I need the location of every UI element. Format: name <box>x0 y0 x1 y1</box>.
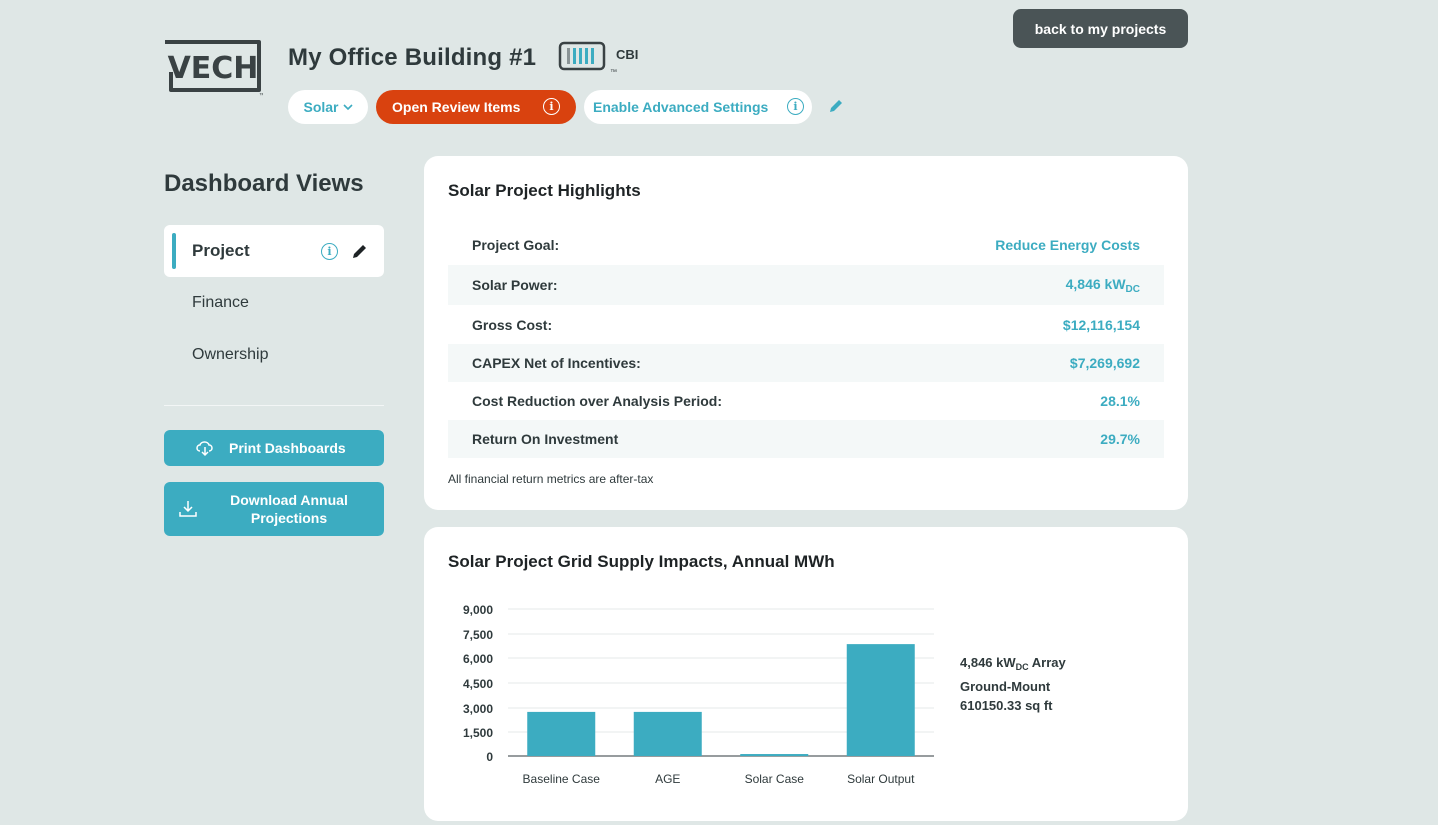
highlight-key: Project Goal: <box>472 237 560 253</box>
highlight-value-text: Reduce Energy Costs <box>995 237 1140 253</box>
bar[interactable] <box>740 754 809 757</box>
y-tick-label: 1,500 <box>463 726 493 740</box>
highlight-value: 4,846 kWDC <box>1066 276 1140 295</box>
dashboard-views-title: Dashboard Views <box>164 170 364 197</box>
back-to-projects-button[interactable]: back to my projects <box>1013 9 1188 48</box>
logo-text: VECH <box>168 51 259 86</box>
open-review-items-button[interactable]: Open Review Items i <box>376 90 576 124</box>
highlight-row: Return On Investment 29.7% <box>448 420 1164 458</box>
y-tick-label: 0 <box>486 750 493 764</box>
highlight-key: CAPEX Net of Incentives: <box>472 355 641 371</box>
highlight-row: Solar Power: 4,846 kWDC <box>448 265 1164 305</box>
info-icon[interactable]: i <box>321 243 338 260</box>
array-area: 610150.33 sq ft <box>960 698 1053 713</box>
cloud-download-icon <box>196 441 213 457</box>
x-category-label: AGE <box>655 772 680 786</box>
review-items-label: Open Review Items <box>392 99 521 115</box>
after-tax-footnote: All financial return metrics are after-t… <box>448 472 654 486</box>
bar[interactable] <box>527 711 596 756</box>
sidebar-divider <box>164 405 384 406</box>
bar[interactable] <box>846 644 915 756</box>
highlight-value-text: 29.7% <box>1100 431 1140 447</box>
svg-text:™: ™ <box>610 69 617 76</box>
grid-supply-card: Solar Project Grid Supply Impacts, Annua… <box>424 527 1188 821</box>
highlight-key: Gross Cost: <box>472 317 553 333</box>
y-tick-label: 4,500 <box>463 677 493 691</box>
sidebar-item-label: Project <box>192 241 250 260</box>
highlight-row: Gross Cost: $12,116,154 <box>448 306 1164 344</box>
x-category-label: Solar Output <box>847 772 915 786</box>
array-size-unit: DC <box>1015 662 1029 672</box>
sidebar-item-ownership[interactable]: Ownership <box>192 346 269 363</box>
y-tick-label: 7,500 <box>463 628 493 642</box>
sidebar-item-finance[interactable]: Finance <box>192 294 249 311</box>
highlight-key: Return On Investment <box>472 431 619 447</box>
highlight-key: Cost Reduction over Analysis Period: <box>472 393 722 409</box>
highlight-value-text: 4,846 kW <box>1065 275 1126 292</box>
edit-pencil-icon[interactable] <box>351 242 369 260</box>
download-projections-label: Download Annual Projections <box>230 492 348 526</box>
active-indicator <box>172 233 176 269</box>
download-icon <box>179 501 197 517</box>
highlight-value-text: $7,269,692 <box>1069 355 1140 371</box>
highlight-value: $7,269,692 <box>1070 355 1140 371</box>
sidebar-item-project[interactable]: Project i <box>164 225 384 277</box>
highlight-value: 28.1% <box>1100 393 1140 409</box>
highlight-value-text: $12,116,154 <box>1062 317 1140 333</box>
cbi-badge-icon: ™ <box>558 41 617 76</box>
array-info: 4,846 kWDC Array Ground-Mount 610150.33 … <box>960 653 1066 715</box>
array-size-suffix: Array <box>1031 655 1066 670</box>
highlights-title: Solar Project Highlights <box>448 181 641 200</box>
cbi-badge-text: CBI <box>616 47 639 62</box>
svg-text:™: ™ <box>259 92 263 98</box>
download-annual-projections-button[interactable]: Download Annual Projections <box>164 482 384 536</box>
enable-advanced-settings-button[interactable]: Enable Advanced Settings i <box>584 90 812 124</box>
highlight-value-text: 28.1% <box>1100 393 1140 409</box>
highlight-value: $12,116,154 <box>1063 317 1140 333</box>
highlight-row: CAPEX Net of Incentives: $7,269,692 <box>448 344 1164 382</box>
array-mount: Ground-Mount <box>960 679 1051 694</box>
project-title: My Office Building #1 <box>288 44 537 71</box>
array-size-value: 4,846 kW <box>960 655 1016 670</box>
x-category-label: Solar Case <box>745 772 805 786</box>
solar-dropdown-label: Solar <box>303 99 339 115</box>
advanced-settings-label: Enable Advanced Settings <box>593 99 769 115</box>
chevron-down-icon <box>342 104 353 111</box>
highlight-row: Cost Reduction over Analysis Period: 28.1… <box>448 382 1164 420</box>
print-dashboards-button[interactable]: Print Dashboards <box>164 430 384 466</box>
y-tick-label: 3,000 <box>463 702 493 716</box>
y-tick-label: 9,000 <box>463 603 493 617</box>
solar-dropdown[interactable]: Solar <box>288 90 368 124</box>
print-dashboards-label: Print Dashboards <box>229 440 346 456</box>
info-icon[interactable]: i <box>543 98 560 115</box>
array-size: 4,846 kWDC Array <box>960 653 1066 677</box>
info-icon[interactable]: i <box>787 98 804 115</box>
x-category-label: Baseline Case <box>523 772 601 786</box>
highlight-key: Solar Power: <box>472 277 558 293</box>
y-tick-label: 6,000 <box>463 652 493 666</box>
grid-supply-title: Solar Project Grid Supply Impacts, Annua… <box>448 552 835 571</box>
grid-supply-bar-chart: 0 1,500 3,000 4,500 6,000 7,500 9,000 Baseline … <box>463 603 934 786</box>
vech-logo: VECH ™ <box>165 40 263 98</box>
solar-highlights-card: Solar Project Highlights Project Goal: Re… <box>424 156 1188 510</box>
highlight-value-unit: DC <box>1125 283 1140 295</box>
highlight-row: Project Goal: Reduce Energy Costs <box>448 226 1164 264</box>
bar[interactable] <box>633 711 702 756</box>
highlight-value: 29.7% <box>1100 431 1140 447</box>
highlight-value: Reduce Energy Costs <box>995 237 1140 253</box>
edit-pencil-icon[interactable] <box>827 97 845 115</box>
